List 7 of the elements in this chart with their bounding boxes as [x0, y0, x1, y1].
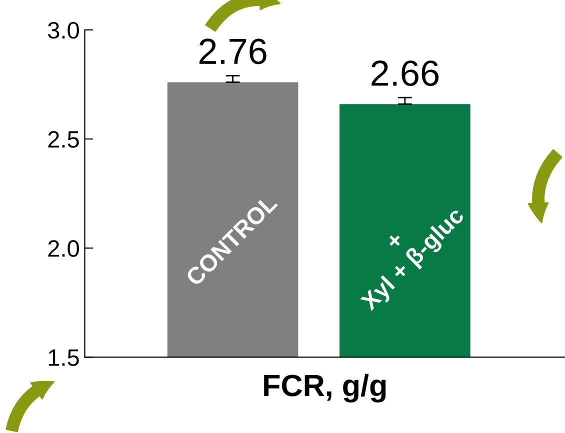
y-tick-label: 2.0: [48, 240, 79, 257]
y-tick-label: 2.5: [48, 131, 79, 148]
y-tick-label: 1.5: [48, 350, 79, 366]
y-tick-label: 3.0: [48, 22, 79, 39]
data-label: 2.66: [372, 60, 438, 86]
x-axis-title: FCR, g/g: [264, 374, 386, 403]
data-label: 2.76: [199, 38, 266, 64]
